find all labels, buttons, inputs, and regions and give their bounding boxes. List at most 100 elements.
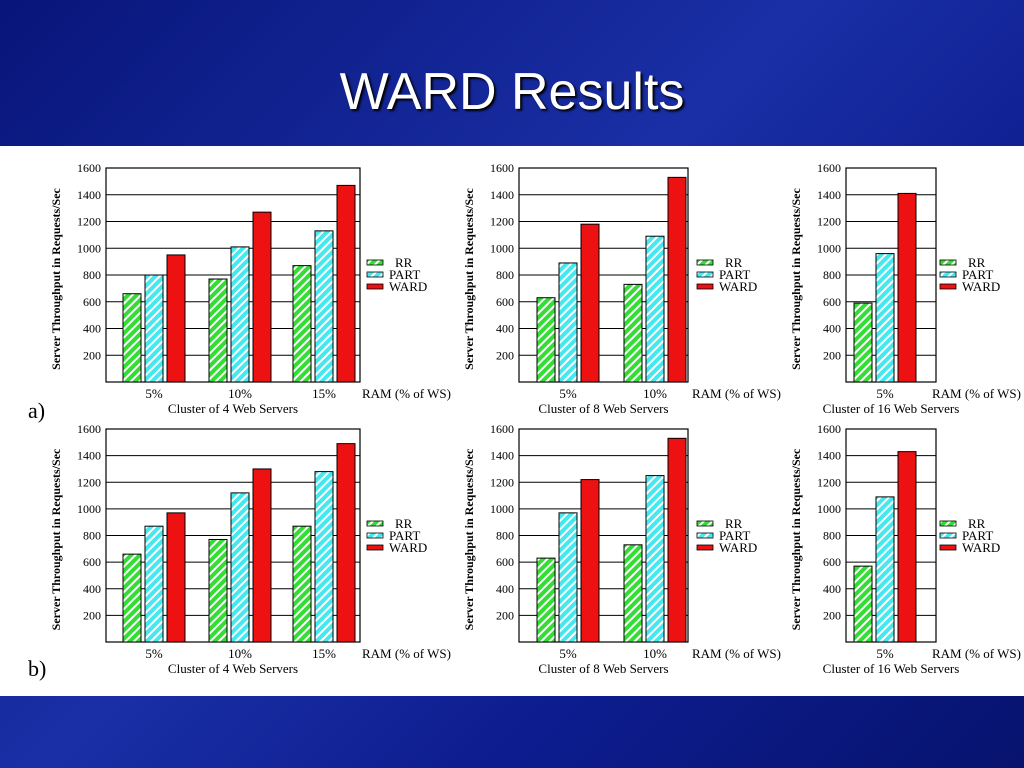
legend-label-ward: WARD	[962, 540, 1000, 555]
y-tick-label: 1400	[817, 449, 841, 463]
legend-label-rr: RR	[395, 516, 413, 531]
legend-label-part: PART	[389, 528, 420, 543]
slide-title: WARD Results	[339, 63, 685, 121]
chart-title: Cluster of 16 Web Servers	[823, 401, 960, 416]
bar-rr-5pct	[536, 557, 556, 643]
y-tick-label: 1200	[817, 475, 841, 489]
bar-part-5pct	[144, 274, 164, 383]
legend-label-rr: RR	[395, 255, 413, 270]
chart-title: Cluster of 4 Web Servers	[168, 661, 298, 676]
y-tick-label: 1400	[490, 449, 514, 463]
y-tick-label: 1000	[77, 502, 101, 516]
legend-label-ward: WARD	[719, 279, 757, 294]
legend-swatch-ward	[366, 544, 384, 551]
row-label-a: a)	[28, 398, 46, 423]
x-tick-label: 10%	[643, 386, 667, 401]
y-tick-label: 200	[83, 348, 101, 362]
ram-axis-label: RAM (% of WS)	[692, 386, 781, 401]
y-axis-label: Server Throughput in Requests/Sec	[49, 448, 63, 630]
legend-swatch-part	[366, 271, 384, 278]
legend-swatch-part	[696, 532, 714, 539]
row-label-b: b)	[28, 656, 47, 681]
y-tick-label: 600	[823, 555, 841, 569]
y-tick-label: 1000	[817, 502, 841, 516]
bar-rr-10pct	[208, 538, 228, 643]
ram-axis-label: RAM (% of WS)	[362, 386, 451, 401]
legend-swatch-part	[939, 271, 957, 278]
legend-swatch-ward	[939, 544, 957, 551]
ram-axis-label: RAM (% of WS)	[692, 646, 781, 661]
bar-rr-5pct	[536, 297, 556, 383]
y-tick-label: 200	[823, 608, 841, 622]
chart-title: Cluster of 8 Web Servers	[538, 401, 668, 416]
legend-swatch-ward	[696, 283, 714, 290]
y-tick-label: 1400	[77, 188, 101, 202]
y-tick-label: 800	[496, 268, 514, 282]
y-tick-label: 1600	[77, 422, 101, 436]
y-tick-label: 1400	[77, 449, 101, 463]
legend-swatch-rr	[696, 259, 714, 266]
legend-swatch-rr	[696, 520, 714, 527]
legend-label-part: PART	[389, 267, 420, 282]
legend-swatch-part	[939, 532, 957, 539]
y-tick-label: 200	[823, 348, 841, 362]
bar-part-5pct	[558, 262, 578, 383]
bar-rr-10pct	[623, 283, 643, 383]
legend-swatch-ward	[696, 544, 714, 551]
bar-ward-15pct	[336, 443, 356, 643]
y-tick-label: 1600	[490, 422, 514, 436]
y-tick-label: 1600	[817, 161, 841, 175]
bar-ward-10pct	[667, 437, 687, 643]
y-tick-label: 1600	[77, 161, 101, 175]
y-axis-label: Server Throughput in Requests/Sec	[462, 187, 476, 369]
legend-swatch-rr	[366, 259, 384, 266]
legend-label-rr: RR	[725, 516, 743, 531]
y-tick-label: 1400	[817, 188, 841, 202]
legend-label-ward: WARD	[719, 540, 757, 555]
bar-part-15pct	[314, 471, 334, 643]
bar-ward-5pct	[166, 512, 186, 643]
y-tick-label: 1200	[490, 215, 514, 229]
y-tick-label: 400	[823, 582, 841, 596]
x-tick-label: 5%	[145, 386, 163, 401]
chart-title: Cluster of 4 Web Servers	[168, 401, 298, 416]
y-tick-label: 200	[496, 608, 514, 622]
bar-ward-5pct	[897, 451, 917, 643]
y-tick-label: 1600	[490, 161, 514, 175]
x-tick-label: 10%	[228, 646, 252, 661]
y-tick-label: 600	[823, 295, 841, 309]
bar-ward-15pct	[336, 184, 356, 383]
y-axis-label: Server Throughput in Requests/Sec	[462, 448, 476, 630]
y-tick-label: 1200	[817, 215, 841, 229]
y-tick-label: 1000	[77, 241, 101, 255]
y-tick-label: 400	[83, 322, 101, 336]
y-tick-label: 1200	[77, 475, 101, 489]
bar-part-5pct	[875, 496, 895, 643]
legend-swatch-rr	[939, 520, 957, 527]
bar-ward-10pct	[667, 176, 687, 383]
y-axis-label: Server Throughput in Requests/Sec	[789, 187, 803, 369]
bar-ward-5pct	[580, 223, 600, 383]
y-tick-label: 800	[823, 268, 841, 282]
bar-rr-5pct	[122, 553, 142, 643]
legend-swatch-rr	[939, 259, 957, 266]
bar-rr-15pct	[292, 265, 312, 383]
legend-label-part: PART	[719, 267, 750, 282]
bar-ward-10pct	[252, 211, 272, 383]
bar-ward-10pct	[252, 468, 272, 643]
legend-swatch-part	[696, 271, 714, 278]
bar-ward-5pct	[580, 479, 600, 643]
y-tick-label: 800	[823, 529, 841, 543]
y-axis-label: Server Throughput in Requests/Sec	[789, 448, 803, 630]
x-tick-label: 10%	[228, 386, 252, 401]
bar-part-10pct	[230, 246, 250, 383]
legend-label-part: PART	[962, 267, 993, 282]
y-tick-label: 1000	[490, 241, 514, 255]
y-tick-label: 1000	[490, 502, 514, 516]
y-tick-label: 600	[496, 295, 514, 309]
x-tick-label: 5%	[559, 646, 577, 661]
y-tick-label: 400	[496, 322, 514, 336]
y-tick-label: 1400	[490, 188, 514, 202]
bar-ward-5pct	[166, 254, 186, 383]
bar-part-5pct	[875, 253, 895, 383]
